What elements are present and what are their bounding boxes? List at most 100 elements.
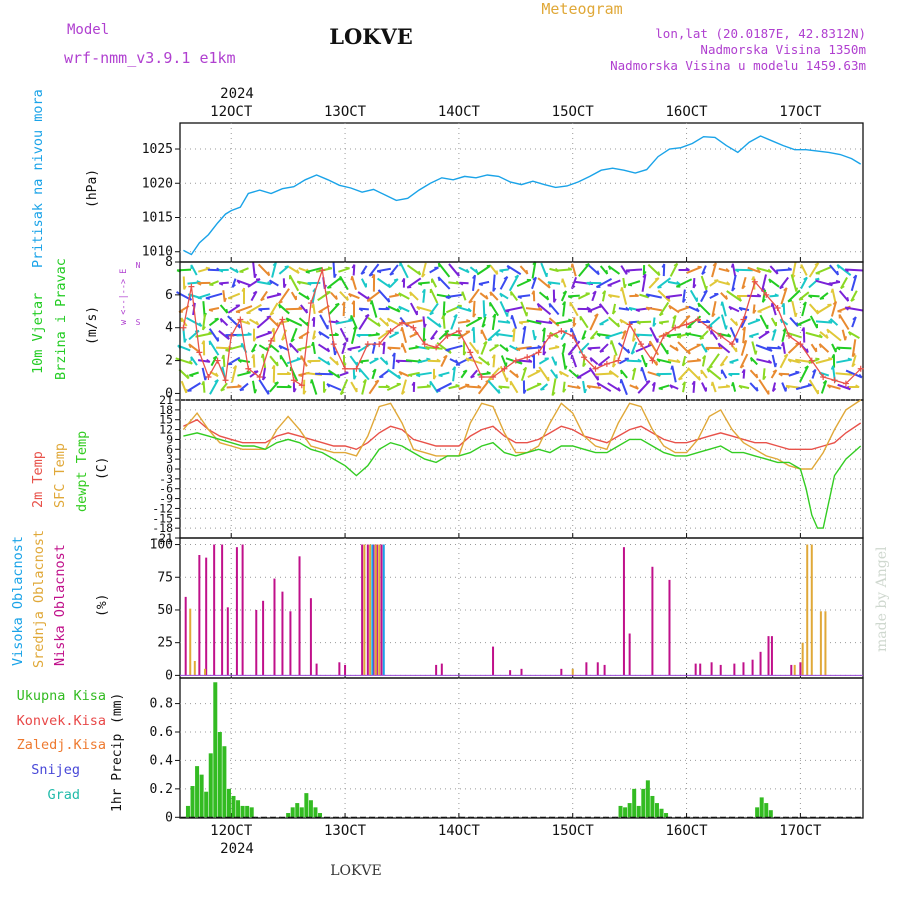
wind-arrow <box>582 380 586 394</box>
wind-arrow-head <box>844 268 849 273</box>
wind-arrow <box>731 263 737 277</box>
wind-arrow <box>568 294 580 298</box>
wind-arrow-head <box>260 298 265 302</box>
wind-arrow-head <box>636 321 641 325</box>
clouds-bar <box>651 566 654 676</box>
wind-arrow <box>401 342 407 354</box>
wind-arrow-head <box>781 302 785 308</box>
wind-arrow-head <box>806 348 809 353</box>
wind-arrow-head <box>837 310 842 313</box>
temperature-ytick-label: -12 <box>152 501 173 515</box>
pressure-series-line <box>183 135 862 256</box>
wind-arrow-head <box>398 371 403 376</box>
wind-arrow <box>560 290 568 302</box>
wind-arrow <box>850 274 858 292</box>
wind-arrow <box>445 293 463 299</box>
wind-point <box>592 365 599 372</box>
wind-arrow <box>187 382 201 392</box>
clouds-bar <box>382 544 385 676</box>
wind-arrow-head <box>468 300 473 304</box>
wind-arrow <box>797 318 811 326</box>
wind-arrow <box>257 263 271 277</box>
wind-arrow <box>838 313 850 331</box>
temperature-ytick-label: -9 <box>159 492 173 506</box>
wind-arrow <box>497 320 511 324</box>
temperature-ytick-label: 18 <box>159 403 173 417</box>
wind-arrow <box>495 332 513 338</box>
wind-arrow <box>652 382 656 392</box>
wind-arrow-head <box>804 365 809 369</box>
temperature-ytick-label: 15 <box>159 413 173 427</box>
wind-arrow <box>620 265 628 275</box>
wind-arrow <box>361 379 367 395</box>
wind-point <box>729 341 736 348</box>
wind-arrow-head <box>516 348 521 352</box>
wind-arrow <box>360 265 368 275</box>
wind-arrow <box>782 303 786 315</box>
wind-arrow-head <box>762 298 766 303</box>
wind-arrow-head <box>283 283 287 289</box>
clouds-bar <box>213 544 216 676</box>
wind-arrow-head <box>401 390 406 395</box>
wind-arrow <box>246 303 262 315</box>
precip-bar <box>641 788 646 818</box>
wind-arrow-head <box>617 387 621 392</box>
clouds-bar <box>184 596 187 676</box>
wind-arrow <box>851 354 857 368</box>
wind-arrow <box>850 290 858 302</box>
wind-arrow <box>388 331 400 339</box>
wind-arrow <box>761 289 767 303</box>
wind-arrow-head <box>617 322 620 328</box>
pressure-unit: (hPa) <box>85 169 100 208</box>
wind-arrow <box>201 313 207 331</box>
wind-arrow <box>682 289 686 303</box>
wind-arrow <box>258 344 270 352</box>
wind-arrow-head <box>463 351 467 356</box>
wind-arrow <box>599 303 609 315</box>
wind-arrow-head <box>685 267 690 271</box>
wind-arrow-head <box>306 295 310 300</box>
wind-arrow-head <box>725 384 731 388</box>
wind-point <box>626 321 633 328</box>
wind-arrow-head <box>787 267 792 271</box>
wind-arrow <box>328 302 340 316</box>
pressure-panel: 1010 1015 1020 1025 <box>142 122 864 263</box>
wind-arrow <box>347 345 361 351</box>
wind-arrow-head <box>570 263 573 268</box>
wind-arrow-head <box>353 375 357 380</box>
wind-arrow-head <box>781 341 784 347</box>
station-title: LOKVE <box>329 24 413 49</box>
wind-arrow <box>757 305 771 313</box>
wind-arrow-head <box>756 293 762 297</box>
clouds-bar <box>793 664 796 676</box>
wind-point <box>638 341 645 348</box>
wind-arrow-head <box>393 278 399 281</box>
wind-arrow-head <box>755 373 759 378</box>
wind-arrow <box>479 292 489 300</box>
wind-arrow <box>239 382 249 392</box>
wind-arrow <box>429 302 439 316</box>
precip-bar <box>645 780 650 818</box>
wind-arrow <box>338 267 350 273</box>
wind-arrow <box>562 343 566 353</box>
wind-arrow-head <box>645 307 650 311</box>
wind-arrow-head <box>220 388 225 392</box>
wind-arrow <box>278 265 290 275</box>
wind-arrow <box>647 263 661 277</box>
clouds-bar <box>309 598 312 676</box>
wind-arrow-head <box>499 269 504 273</box>
wind-arrow-head <box>568 318 573 322</box>
wind-arrow-head <box>415 345 420 348</box>
wind-arrow-head <box>298 374 303 378</box>
wind-arrow-head <box>385 306 390 310</box>
wind-arrow-head <box>395 360 400 364</box>
legend-total-rain: Ukupna Kisa <box>17 688 106 704</box>
wind-arrow-head <box>260 353 264 358</box>
x-tick-label-top: 15OCT <box>552 104 595 120</box>
wind-point <box>797 341 804 348</box>
wind-point <box>256 374 263 380</box>
wind-arrow <box>581 330 587 340</box>
wind-point <box>387 328 394 334</box>
wind-arrow <box>578 263 590 277</box>
